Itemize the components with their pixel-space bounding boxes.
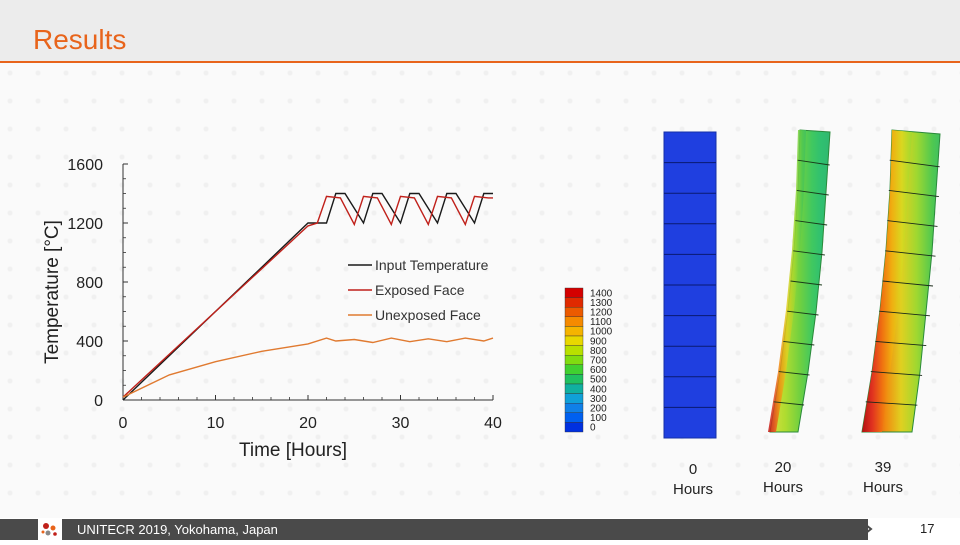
colorbar-cell — [564, 422, 584, 433]
colorbar-cell — [564, 297, 584, 308]
mesh-line — [778, 371, 810, 376]
colorbar-label: 400 — [590, 384, 607, 395]
mesh-line — [865, 401, 918, 406]
input-temperature-line — [122, 192, 493, 401]
beam-20-hours — [768, 129, 831, 433]
mesh-line — [889, 159, 940, 168]
y-tick-label: 400 — [76, 334, 103, 351]
colorbar-cell — [564, 354, 584, 365]
mesh-line — [795, 220, 828, 226]
caption-value: 39 — [874, 459, 892, 476]
caption-value: 20 — [774, 459, 792, 476]
colorbar-label: 1200 — [590, 308, 613, 319]
y-tick-label: 800 — [76, 275, 103, 292]
colorbar-label: 100 — [590, 413, 607, 424]
colorbar-label: 1100 — [590, 317, 612, 328]
page-number: 17 — [920, 521, 935, 536]
y-tick-label: 1600 — [67, 157, 103, 174]
colorbar-label: 0 — [590, 423, 596, 434]
slide-title: Results — [33, 24, 127, 55]
mesh-line — [796, 189, 829, 196]
title-rule — [0, 61, 960, 63]
conference-logo-icon — [38, 519, 62, 540]
colorbar-cell — [564, 316, 584, 327]
y-tick-label: 1200 — [67, 216, 103, 233]
mesh-line — [783, 340, 815, 346]
colorbar-cell — [564, 393, 584, 404]
x-tick-label: 20 — [299, 415, 317, 432]
x-axis-label: Time [Hours] — [239, 440, 347, 461]
colorbar-label: 800 — [590, 346, 607, 357]
unexposed-face-line — [122, 337, 494, 398]
x-tick-label: 0 — [119, 415, 128, 432]
beam-0-hours — [663, 131, 717, 439]
temperature-colorbar: 1400130012001100100090080070060050040030… — [564, 287, 613, 434]
colorbar-label: 700 — [590, 356, 607, 367]
colorbar-label: 900 — [590, 336, 607, 347]
mesh-line — [773, 401, 805, 406]
footer-text: UNITECR 2019, Yokohama, Japan — [77, 522, 278, 537]
colorbar-cell — [564, 383, 584, 394]
colorbar-cell — [564, 364, 584, 375]
caption-20-hours: 20 Hours — [748, 458, 818, 498]
mesh-line — [879, 310, 930, 317]
colorbar-cell — [564, 374, 584, 385]
colorbar-cell — [564, 335, 584, 346]
colorbar-label: 1300 — [590, 298, 613, 309]
legend-label: Input Temperature — [375, 257, 489, 273]
beam-contour-figures — [663, 129, 941, 439]
y-tick-label: 0 — [94, 393, 103, 410]
caption-unit: Hours — [862, 479, 903, 496]
colorbar-label: 500 — [590, 375, 607, 386]
exposed-face-line — [122, 195, 493, 398]
mesh-line — [875, 340, 927, 347]
mesh-line — [793, 250, 825, 256]
beam-39-hours — [861, 129, 941, 433]
mesh-line — [887, 220, 938, 227]
mesh-line — [870, 371, 923, 376]
temperature-chart: 0 400 800 1200 1600 0 10 20 30 40 Time [Hours] Temp… — [42, 157, 502, 461]
mesh-line — [797, 159, 830, 166]
mesh-line — [885, 250, 936, 257]
header-band — [0, 0, 960, 62]
colorbar-label: 200 — [590, 404, 607, 415]
colorbar-cell — [564, 412, 584, 423]
footer-band — [0, 519, 868, 540]
chevron-right-icon — [860, 520, 873, 538]
legend-label: Exposed Face — [375, 282, 465, 298]
y-axis-label: Temperature [°C] — [42, 220, 63, 364]
colorbar-cell — [564, 326, 584, 337]
legend-label: Unexposed Face — [375, 307, 481, 323]
caption-unit: Hours — [672, 481, 713, 498]
x-tick-label: 40 — [484, 415, 502, 432]
mesh-line — [787, 310, 819, 316]
colorbar-cell — [564, 402, 584, 413]
colorbar-label: 600 — [590, 365, 607, 376]
mesh-line — [882, 280, 934, 287]
colorbar-label: 300 — [590, 394, 607, 405]
x-tick-label: 30 — [392, 415, 410, 432]
caption-unit: Hours — [762, 479, 803, 496]
colorbar-label: 1400 — [590, 288, 613, 299]
colorbar-cell — [564, 307, 584, 318]
colorbar-label: 1000 — [590, 327, 613, 338]
caption-0-hours: 0 Hours — [658, 460, 728, 500]
caption-value: 0 — [688, 461, 698, 478]
mesh-line — [790, 280, 823, 286]
caption-39-hours: 39 Hours — [848, 458, 918, 498]
colorbar-cell — [564, 287, 584, 298]
colorbar-cell — [564, 345, 584, 356]
mesh-line — [888, 189, 939, 198]
x-tick-label: 10 — [207, 415, 225, 432]
